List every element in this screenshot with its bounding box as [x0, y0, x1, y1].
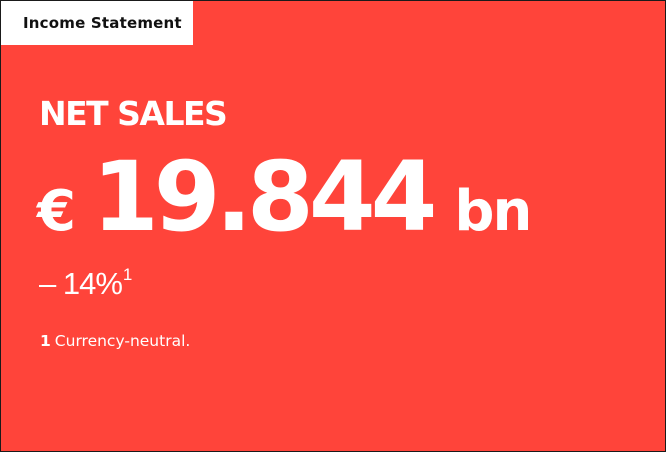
- footnote-ref: 1: [122, 265, 133, 284]
- kpi-value: € 19.844 bn: [37, 141, 532, 253]
- tab-income-statement[interactable]: Income Statement: [1, 1, 193, 45]
- kpi-unit: bn: [454, 179, 532, 244]
- currency-symbol: €: [37, 179, 76, 244]
- footnote-text: Currency-neutral.: [54, 332, 191, 350]
- kpi-change-value: – 14%: [39, 266, 123, 301]
- footnote: 1 Currency-neutral.: [40, 332, 190, 351]
- tab-label: Income Statement: [23, 14, 182, 32]
- kpi-label: NET SALES: [39, 94, 228, 133]
- footnote-number: 1: [40, 332, 51, 350]
- kpi-amount: 19.844: [91, 141, 437, 253]
- kpi-change: – 14%1: [39, 265, 133, 301]
